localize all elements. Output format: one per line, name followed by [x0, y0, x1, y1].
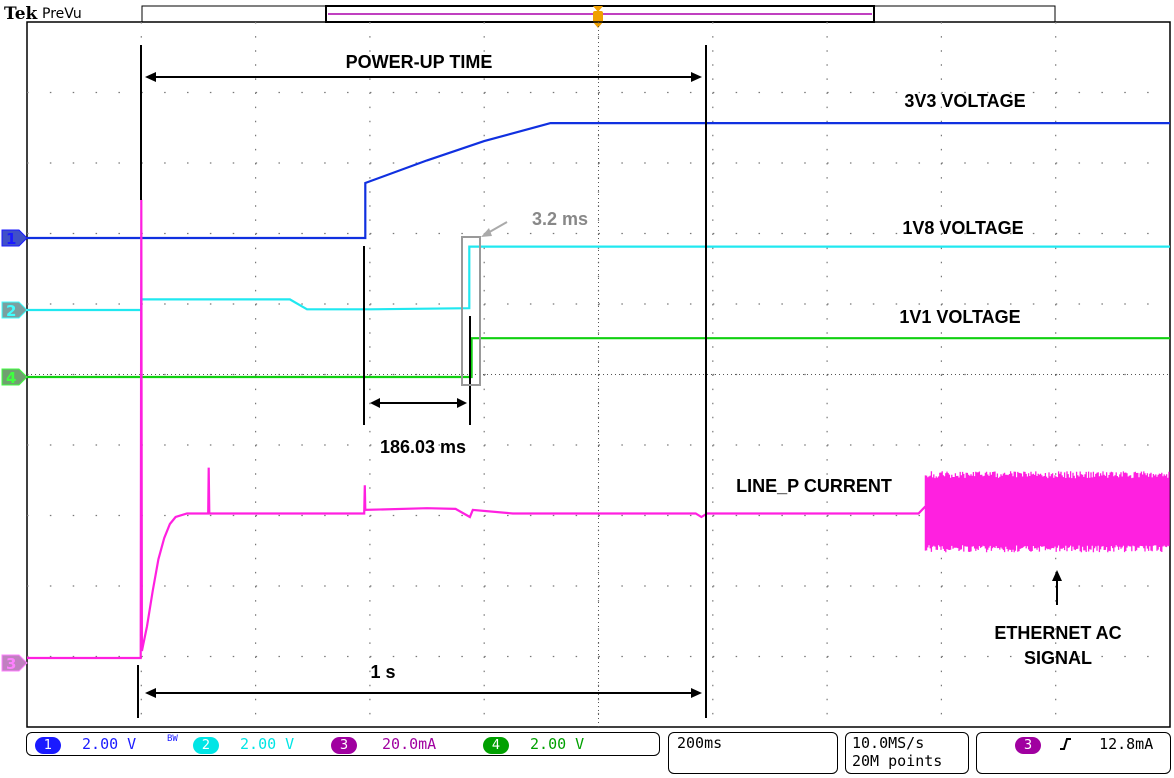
annotations	[138, 45, 1062, 718]
label-ethernet-2: SIGNAL	[1024, 648, 1092, 668]
label-ethernet-1: ETHERNET AC	[994, 623, 1121, 643]
svg-text:1: 1	[6, 230, 16, 248]
delay-1v8-label: 3.2 ms	[532, 209, 588, 229]
ch2-ground-marker[interactable]: 2	[2, 302, 27, 320]
bandwidth-limit-icon: BW	[167, 734, 178, 744]
ch2-readout[interactable]: 2 2.00 V	[193, 735, 294, 754]
trigger-source-badge: 3	[1015, 737, 1041, 754]
ethernet-noise-band	[925, 471, 1169, 552]
ch1-readout[interactable]: 1 2.00 V	[35, 735, 136, 754]
label-1v1: 1V1 VOLTAGE	[899, 307, 1020, 327]
trigger-readout[interactable]: 3 12.8mA	[976, 732, 1171, 774]
ch1-badge: 1	[35, 737, 61, 754]
label-1v8: 1V8 VOLTAGE	[902, 218, 1023, 238]
label-current: LINE_P CURRENT	[736, 476, 892, 496]
ch3-ground-marker[interactable]: 3	[2, 655, 27, 673]
label-3v3: 3V3 VOLTAGE	[904, 91, 1025, 111]
delay-label: 186.03 ms	[380, 437, 466, 457]
power-up-time-label: POWER-UP TIME	[346, 52, 493, 72]
one-second-label: 1 s	[370, 662, 395, 682]
ch2-badge: 2	[193, 737, 219, 754]
ch1-scale: 2.00 V	[82, 735, 136, 753]
graticule	[27, 22, 1170, 727]
trigger-level: 12.8mA	[1099, 735, 1153, 753]
timebase-readout[interactable]: 200ms	[668, 732, 838, 774]
channel-readout-bar: 1 2.00 V BW 2 2.00 V 3 20.0mA 4 2.00 V	[26, 732, 660, 756]
svg-text:2: 2	[6, 302, 16, 320]
brand-logo: Tek	[4, 4, 39, 24]
ch4-ground-marker[interactable]: 4	[2, 369, 27, 387]
mode-label: PreVu	[42, 6, 82, 22]
ch2-scale: 2.00 V	[240, 735, 294, 753]
ch4-readout[interactable]: 4 2.00 V	[483, 735, 584, 754]
ch1-ground-marker[interactable]: 1	[2, 230, 27, 248]
svg-text:4: 4	[6, 369, 16, 387]
rising-edge-icon	[1058, 737, 1072, 751]
scope-display: Tek PreVu 1 2 4 3 POWER-UP TIME 3V3 VOLTAGE…	[0, 0, 1174, 778]
trace-ch3	[27, 200, 925, 658]
ch4-scale: 2.00 V	[530, 735, 584, 753]
svg-text:3: 3	[6, 655, 16, 673]
ch3-badge: 3	[331, 737, 357, 754]
record-length: 20M points	[852, 752, 942, 770]
ch3-readout[interactable]: 3 20.0mA	[331, 735, 436, 754]
acquisition-readout[interactable]: 10.0MS/s 20M points	[845, 732, 969, 774]
timebase-value: 200ms	[677, 734, 722, 752]
trace-ch4	[27, 338, 1170, 377]
sample-rate: 10.0MS/s	[852, 734, 924, 752]
ch4-badge: 4	[483, 737, 509, 754]
ch3-scale: 20.0mA	[382, 735, 436, 753]
